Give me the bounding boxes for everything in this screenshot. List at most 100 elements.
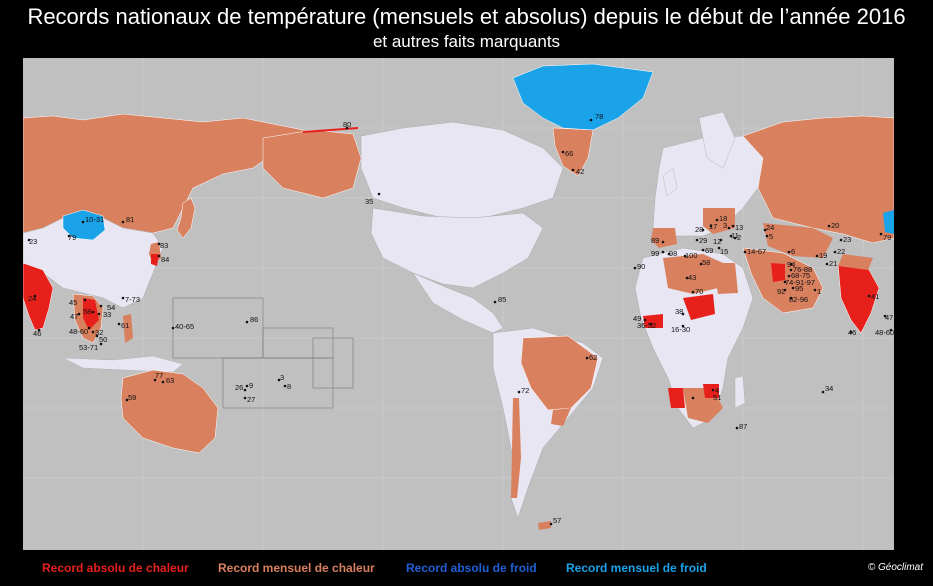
label: 1 [817,287,821,296]
label: 27 [247,395,255,404]
label: 78 [595,112,603,121]
map-subtitle: et autres faits marquants [372,32,561,51]
niger-chad [683,294,715,320]
uruguay-argentina [551,408,571,426]
west-africa [643,314,663,328]
zimbabwe [703,384,719,398]
label: 90 [637,262,645,271]
uk [662,167,678,197]
label: 16-30 [671,325,690,334]
legend-absolute-heat: Record absolu de chaleur [42,561,189,575]
label: 17 [709,222,717,231]
kazakhstan [763,223,833,258]
australia [120,369,219,454]
legend-absolute-cold-label: Record absolu de froid [406,561,537,575]
label: 94 [787,260,795,269]
india-left [23,262,54,331]
record-labels: 80 35 78 66 42 10-31 81 79 23 83 84 24 4… [27,112,894,526]
label: 77 [155,371,163,380]
legend-absolute-heat-label: Record absolu de chaleur [42,561,189,575]
canada [360,121,564,219]
label: 34 [825,384,833,393]
label: 76-88 [793,265,812,274]
label: 58 [83,307,91,316]
label: 15 [720,247,728,256]
label: 58 [702,258,710,267]
label: 79 [883,233,891,242]
legend-monthly-heat: Record mensuel de chaleur [218,561,375,575]
label: 74-91-97 [785,278,815,287]
greenland-south [552,127,594,177]
legend-absolute-cold: Record absolu de froid [406,561,537,575]
iberia [651,228,677,248]
label: 28 [695,225,703,234]
legend-monthly-cold: Record mensuel de froid [566,561,707,575]
label: 86 [250,315,258,324]
legend-monthly-heat-label: Record mensuel de chaleur [218,561,375,575]
india-right-north [838,254,873,270]
namibia [668,388,685,408]
label: 46 [33,329,41,338]
label: 79 [68,233,76,242]
thailand [83,298,99,330]
usa [370,207,544,289]
label: 21 [829,259,837,268]
label: 85 [498,295,506,304]
label: 12 [713,237,721,246]
label: 29 [699,236,707,245]
label: 35 [365,197,373,206]
label: 92 [777,287,785,296]
label: 7-73 [125,295,140,304]
label: 51 [713,393,721,402]
label: 49 [633,314,641,323]
egypt-sudan [713,263,738,294]
madagascar [734,375,746,409]
mongolia-right [883,210,894,234]
label: 24 [766,223,774,232]
label: 3 [280,373,284,382]
label: 14-67 [747,247,766,256]
label: 3 [723,221,727,230]
india-right [837,262,880,334]
label: 68-75 [791,271,810,280]
label: 13 [735,223,743,232]
russia-right [742,115,894,244]
iraq-kuwait [771,263,785,282]
label: 70 [695,287,703,296]
label: 69 [705,246,713,255]
label: 48-60 [69,327,88,336]
greenland [512,63,654,131]
label: 9 [249,381,253,390]
label: 66 [565,149,573,158]
label: 45 [69,298,77,307]
label: 41 [871,292,879,301]
middle-east [742,247,824,314]
scandinavia [698,111,736,169]
label: 47 [885,313,893,322]
label: 10-31 [85,215,104,224]
falklands [538,521,551,530]
label: 36-52 [637,321,656,330]
label: 54 [107,303,115,312]
label: 40-65 [175,322,194,331]
label: 19 [819,251,827,260]
label: 82-96 [789,295,808,304]
label: 8 [287,382,291,391]
label: 98 [669,249,677,258]
label: 83 [160,241,168,250]
label: 33 [103,310,111,319]
label: 43 [688,273,696,282]
label: 81 [126,215,134,224]
alaska [262,129,362,199]
label: 61 [121,321,129,330]
mexico [412,272,504,334]
world-map-svg: 80 35 78 66 42 10-31 81 79 23 83 84 24 4… [23,58,894,550]
label: 23 [843,235,851,244]
alaska-coast [302,127,359,133]
label: 84 [161,255,169,264]
label: 62 [589,353,597,362]
label: 89 [651,236,659,245]
label: 20 [831,221,839,230]
label: 57 [553,516,561,525]
label: 59 [128,393,136,402]
